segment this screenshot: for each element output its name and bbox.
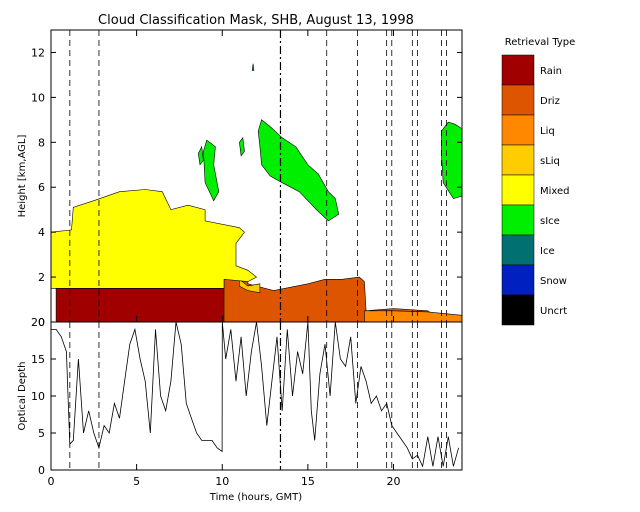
time-tick-label: 0 [48,475,55,488]
height-tick-label: 4 [38,226,45,239]
region-sice [239,137,245,157]
height-tick-label: 2 [38,271,45,284]
legend-swatch-rain [501,54,535,86]
optical-depth-plot-frame [50,321,463,471]
classification-regions [50,63,463,323]
legend-label-uncrt: Uncrt [540,306,567,317]
optical-depth-line [51,321,459,468]
legend-swatch-liq [501,114,535,146]
legend-label-liq: Liq [540,126,555,137]
height-tick-label: 12 [31,46,45,59]
legend-swatch-mixed [501,174,535,206]
legend-swatch-driz [501,84,535,116]
height-tick-label: 10 [31,91,45,104]
time-axis-label: Time (hours, GMT) [209,492,303,503]
time-tick-label: 20 [387,475,401,488]
time-tick-label: 5 [133,475,140,488]
legend-label-driz: Driz [540,96,560,107]
legend-title: Retrieval Type [505,37,576,48]
region-sice [203,139,220,202]
legend-label-sliq: sLiq [540,156,560,167]
legend-swatch-snow [501,264,535,296]
region-liq [364,310,463,323]
legend-label-snow: Snow [540,276,567,287]
legend-swatch-sice [501,204,535,236]
legend-swatch-ice [501,234,535,266]
legend-label-mixed: Mixed [540,186,570,197]
legend-swatch-sliq [501,144,535,176]
region-rain [55,287,225,323]
time-axis: 0 5 10 15 20 [48,30,401,488]
legend-label-rain: Rain [540,66,562,77]
height-tick-label: 6 [38,181,45,194]
region-sliq [239,278,261,294]
optical-depth-tick-label: 20 [31,316,45,329]
optical-depth-tick-label: 10 [31,390,45,403]
time-tick-label: 15 [301,475,315,488]
region-sice [251,63,255,71]
legend-label-sice: sIce [540,216,560,227]
optical-depth-axis-label: Optical Depth [17,362,28,431]
legend-label-ice: Ice [540,246,555,257]
marker-lines [69,322,447,470]
region-sice [257,119,340,222]
optical-depth-tick-label: 15 [31,353,45,366]
marker-lines [69,30,447,322]
optical-depth-tick-label: 0 [38,464,45,477]
region-mixed [50,189,258,289]
legend: Retrieval Type Rain Driz Liq sLiq Mixed sIce I… [501,37,576,326]
classification-panel: 0 2 4 6 8 10 12 Height [km,AGL] [17,29,463,329]
optical-depth-axis: 0 5 10 15 20 [31,316,462,477]
height-tick-label: 0 [38,316,45,329]
legend-swatch-uncrt [501,294,535,326]
height-axis-label: Height [km,AGL] [17,135,28,218]
chart-title: Cloud Classification Mask, SHB, August 1… [98,13,414,28]
height-tick-label: 8 [38,136,45,149]
optical-depth-tick-label: 5 [38,427,45,440]
height-axis: 0 2 4 6 8 10 12 [31,46,462,329]
time-tick-label: 10 [215,475,229,488]
region-sice [197,145,204,166]
